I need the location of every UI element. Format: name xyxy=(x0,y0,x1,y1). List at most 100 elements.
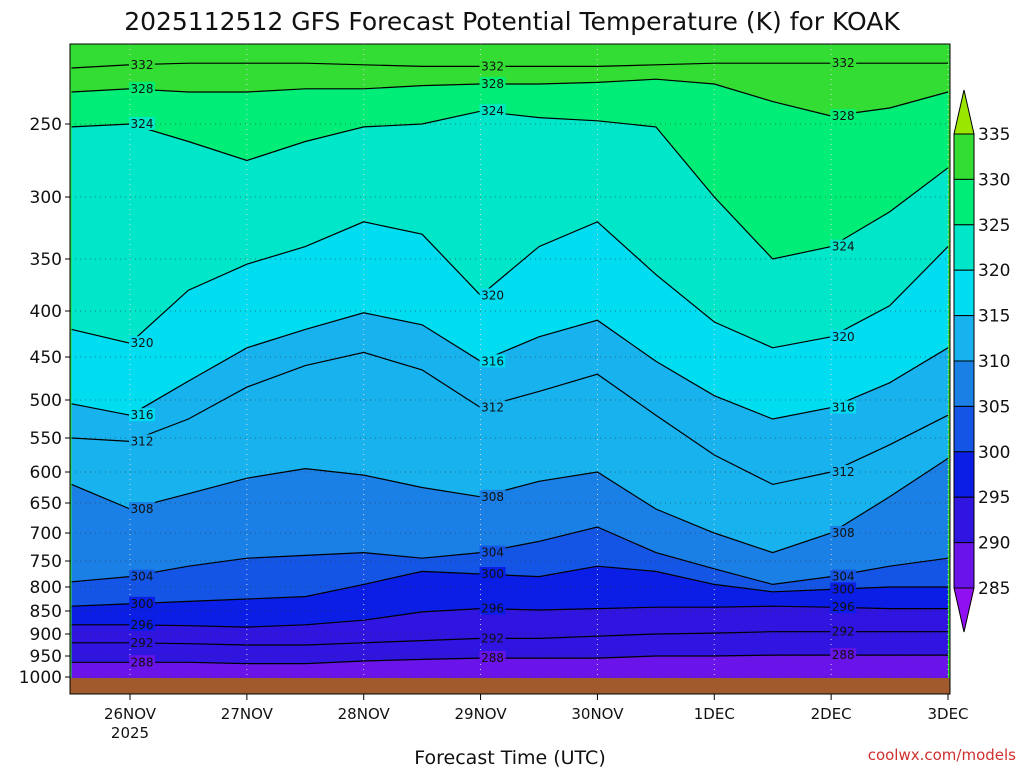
y-tick-label: 400 xyxy=(30,302,62,322)
contour-label-bg xyxy=(129,408,155,422)
colorbar-tick-label: 330 xyxy=(978,170,1010,190)
contour-label: 332 xyxy=(481,59,504,73)
contour-label-bg xyxy=(830,600,857,614)
colorbar-tick-label: 325 xyxy=(978,216,1010,236)
contour-label: 288 xyxy=(481,651,504,665)
isentrope-288 xyxy=(71,654,948,665)
contour-label: 312 xyxy=(131,434,154,448)
x-tick-label: 1DEC xyxy=(694,705,735,723)
contour-label: 308 xyxy=(131,502,154,516)
y-axis: 250 300 350 400 450 500 550 600 650 700 750 800 850 9… xyxy=(19,115,70,688)
isentrope-320 xyxy=(71,221,949,349)
contour-label: 288 xyxy=(131,655,154,669)
colorbar-tick-label: 315 xyxy=(978,307,1010,327)
contour-label: 328 xyxy=(481,77,504,91)
isentrope-296 xyxy=(71,605,948,628)
contour-label-bg xyxy=(129,617,155,631)
x-axis-label: Forecast Time (UTC) xyxy=(414,747,605,768)
colorbar-tick-label: 300 xyxy=(978,443,1010,463)
contour-label-bg xyxy=(830,56,857,70)
colorbar-segment xyxy=(953,133,975,180)
y-tick-label: 650 xyxy=(30,494,62,514)
colorbar: 335 330 325 320 315 310 305 300 295 290 285 xyxy=(953,89,1010,633)
colorbar-segment xyxy=(953,224,975,271)
y-tick-label: 500 xyxy=(30,391,62,411)
contour-label-bg xyxy=(479,104,506,118)
contour-label: 304 xyxy=(832,570,855,584)
contour-label-bg xyxy=(129,655,155,669)
x-tick-label: 2DEC xyxy=(811,705,852,723)
colorbar-tick-label: 295 xyxy=(978,488,1010,508)
contour-label-bg xyxy=(129,635,155,649)
contour-label: 288 xyxy=(832,648,855,662)
colorbar-segment xyxy=(953,542,975,589)
contour-label-bg xyxy=(129,596,155,610)
colorbar-segment xyxy=(953,405,975,453)
x-tick-label: 26NOV xyxy=(104,705,157,723)
contour-label-bg xyxy=(129,434,155,448)
plot-area xyxy=(70,44,950,694)
y-tick-label: 950 xyxy=(30,647,62,667)
colorbar-bottom-triangle xyxy=(953,587,975,633)
y-tick-label: 450 xyxy=(30,348,62,368)
isentrope-300 xyxy=(71,565,948,607)
surface-band xyxy=(70,678,950,694)
contour-label-bg xyxy=(479,288,506,302)
x-tick-label: 28NOV xyxy=(338,705,391,723)
contour-label-bg xyxy=(830,465,857,478)
contour-label: 328 xyxy=(832,109,855,123)
contour-label: 312 xyxy=(832,465,855,479)
contour-label-bg xyxy=(129,336,155,350)
colorbar-top-triangle xyxy=(953,89,975,135)
contour-label-bg xyxy=(479,400,506,414)
chart-title: 2025112512 GFS Forecast Potential Temper… xyxy=(124,7,900,36)
contour-label: 296 xyxy=(131,618,154,632)
contour-label-bg xyxy=(129,81,155,95)
x-tick-sublabel: 2025 xyxy=(111,724,149,742)
contour-label-bg xyxy=(129,502,155,515)
contour-label: 304 xyxy=(131,570,154,584)
credit-text: coolwx.com/models xyxy=(868,746,1016,764)
y-tick-label: 600 xyxy=(30,463,62,483)
contour-label-bg xyxy=(479,651,506,665)
contour-label: 312 xyxy=(481,401,504,415)
y-tick-label: 550 xyxy=(30,429,62,449)
y-tick-label: 1000 xyxy=(19,668,62,688)
colorbar-tick-label: 310 xyxy=(978,352,1010,372)
contour-label: 324 xyxy=(481,104,504,118)
isentrope-316 xyxy=(71,312,949,420)
contour-label: 328 xyxy=(131,82,154,96)
colorbar-tick-label: 290 xyxy=(978,534,1010,554)
contour-label-bg xyxy=(479,631,506,645)
grid-layer xyxy=(70,44,950,694)
x-tick-label: 29NOV xyxy=(455,705,508,723)
y-tick-label: 700 xyxy=(30,524,62,544)
contour-label: 324 xyxy=(131,117,154,131)
contour-label: 320 xyxy=(131,336,154,350)
contour-label: 292 xyxy=(481,631,504,645)
contour-label: 300 xyxy=(481,567,504,581)
colorbar-segment xyxy=(953,269,975,317)
y-tick-label: 850 xyxy=(30,602,62,622)
isentrope-312 xyxy=(71,351,949,486)
contour-label: 300 xyxy=(131,597,154,611)
isentrope-324 xyxy=(71,110,949,260)
colorbar-tick-label: 320 xyxy=(978,261,1010,281)
contour-label: 296 xyxy=(832,600,855,614)
colorbar-segment xyxy=(953,496,975,544)
contour-label-bg xyxy=(479,545,506,559)
contour-labels: 332 332 332 328 328 328 324 324 324 320 320 320 316 3… xyxy=(129,56,857,669)
contour-label: 316 xyxy=(481,354,504,368)
isentrope-292 xyxy=(71,631,948,646)
contour-label-bg xyxy=(830,582,857,596)
contour-label: 332 xyxy=(131,58,154,72)
y-tick-label: 900 xyxy=(30,625,62,645)
isentrope-contour-layer xyxy=(71,62,949,665)
y-tick-label: 250 xyxy=(30,115,62,135)
contour-label: 304 xyxy=(481,546,504,560)
contour-label: 320 xyxy=(832,330,855,344)
contour-label: 292 xyxy=(131,636,154,650)
contour-label: 316 xyxy=(832,401,855,415)
